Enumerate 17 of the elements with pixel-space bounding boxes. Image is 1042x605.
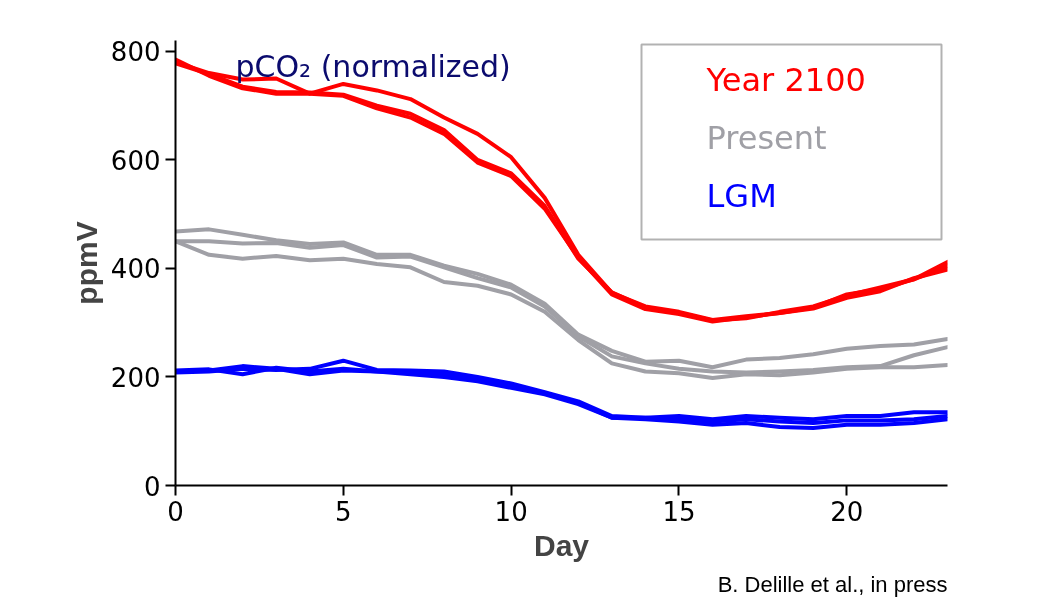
y-tick-label: 0 xyxy=(143,471,161,502)
y-tick-label: 800 xyxy=(110,37,161,68)
x-tick-label: 0 xyxy=(167,496,184,527)
y-axis-title: ppmV xyxy=(69,221,103,305)
y-tick-label: 200 xyxy=(110,362,161,393)
text: Year 2100 xyxy=(705,60,866,99)
text: Present xyxy=(706,118,827,157)
x-tick-label: 20 xyxy=(830,496,864,527)
text: LGM xyxy=(706,176,777,215)
text: B. Delille et al., in press xyxy=(717,571,948,597)
x-axis-title: Day xyxy=(533,528,590,562)
x-tick-label: 5 xyxy=(335,496,352,527)
y-tick-label: 600 xyxy=(110,145,161,176)
x-tick-label: 10 xyxy=(494,496,528,527)
chart-title: pCO₂ (normalized) xyxy=(235,48,511,84)
x-tick-label: 15 xyxy=(662,496,696,527)
y-tick-label: 400 xyxy=(110,254,161,285)
